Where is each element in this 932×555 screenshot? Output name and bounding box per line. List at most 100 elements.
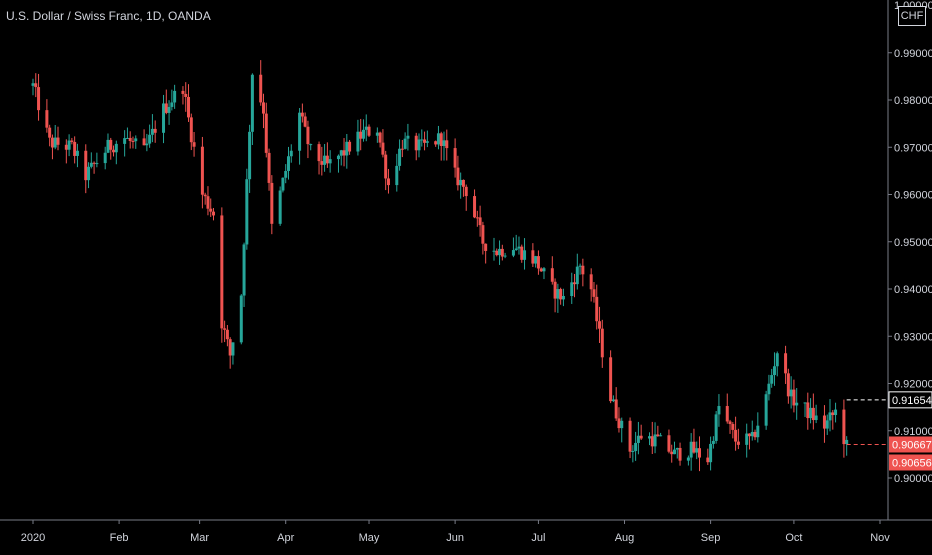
candle-body: [131, 140, 135, 142]
candle-body: [598, 321, 602, 329]
candle-body: [620, 420, 624, 429]
candle-body: [736, 441, 740, 445]
candle-body: [64, 144, 68, 150]
candle-body: [445, 140, 449, 149]
candle-body: [364, 126, 368, 130]
candle-body: [767, 383, 771, 395]
candle-body: [756, 425, 760, 438]
candle-body: [550, 268, 554, 282]
candle-body: [478, 217, 482, 226]
candle-body: [112, 149, 116, 153]
candle-body: [103, 152, 107, 164]
candle-body: [228, 339, 232, 356]
candle-body: [473, 196, 477, 218]
x-tick-label: Jul: [531, 532, 545, 544]
candle-body: [595, 296, 599, 322]
currency-button[interactable]: CHF: [898, 6, 926, 26]
candle-body: [614, 399, 618, 419]
candle-body: [706, 457, 710, 463]
candle-body: [339, 150, 343, 156]
candle-body: [772, 366, 776, 376]
candle-body: [653, 434, 657, 447]
candle-body: [825, 420, 829, 429]
candle-body: [298, 112, 302, 151]
price-label-high: 0.91654: [892, 395, 932, 407]
candle-body: [539, 268, 543, 272]
candle-body: [689, 441, 693, 458]
x-tick-label: Nov: [870, 532, 890, 544]
y-tick-label: 0.92000: [894, 379, 932, 391]
candle-body: [150, 128, 154, 135]
candle-body: [250, 74, 254, 132]
candle-body: [753, 431, 757, 438]
candle-body: [556, 289, 560, 299]
y-tick-label: 0.98000: [894, 95, 932, 107]
candle-body: [375, 132, 379, 136]
candle-body: [656, 434, 660, 437]
candle-body: [436, 133, 440, 145]
candle-body: [814, 415, 818, 421]
candle-body: [239, 295, 243, 343]
candle-body: [806, 402, 810, 419]
x-tick-label: Oct: [785, 532, 802, 544]
candle-body: [442, 140, 446, 146]
candle-body: [367, 126, 371, 136]
candle-body: [670, 451, 674, 455]
candle-body: [750, 431, 754, 437]
candle-body: [84, 150, 88, 181]
candle-body: [50, 137, 54, 148]
candle-body: [650, 436, 654, 447]
candle-body: [34, 83, 38, 88]
candle-body: [192, 142, 196, 147]
candle-body: [573, 282, 577, 285]
candle-body: [425, 141, 429, 143]
candle-body: [695, 448, 699, 453]
x-tick-label: 2020: [21, 532, 45, 544]
candle-body: [284, 170, 288, 178]
candle-body: [336, 155, 340, 160]
candle-body: [697, 448, 701, 458]
candle-body: [270, 182, 274, 224]
candle-body: [386, 178, 390, 186]
candle-body: [164, 103, 168, 113]
candle-body: [75, 150, 79, 156]
candle-body: [678, 447, 682, 461]
candle-body: [109, 139, 113, 150]
y-tick-label: 0.97000: [894, 142, 932, 154]
candle-body: [48, 127, 52, 138]
candle-body: [381, 142, 385, 155]
candle-body: [37, 87, 41, 111]
candle-body: [181, 90, 185, 94]
candle-body: [498, 248, 502, 256]
candle-body: [248, 131, 252, 180]
candle-body: [459, 179, 463, 186]
candle-body: [731, 424, 735, 430]
candle-body: [125, 137, 129, 139]
candle-body: [711, 440, 715, 444]
candle-body: [417, 139, 421, 151]
candle-body: [356, 131, 360, 152]
candle-body: [70, 140, 74, 142]
candle-body: [223, 328, 227, 330]
candle-body: [414, 135, 418, 151]
candle-body: [578, 265, 582, 267]
candle-body: [439, 133, 443, 146]
candle-body: [600, 328, 604, 358]
candle-body: [89, 162, 93, 167]
candle-body: [220, 215, 224, 329]
candle-body: [511, 250, 515, 256]
candle-body: [148, 134, 152, 144]
candle-body: [725, 406, 729, 422]
candle-body: [128, 137, 132, 141]
candle-body: [728, 421, 732, 425]
candle-body: [659, 435, 663, 437]
price-label-last: 0.90667: [892, 439, 932, 451]
candle-body: [542, 268, 546, 272]
candle-body: [261, 102, 265, 114]
candle-body: [286, 156, 290, 171]
candle-body: [384, 154, 388, 179]
candle-body: [31, 83, 35, 86]
candle-body: [570, 282, 574, 297]
